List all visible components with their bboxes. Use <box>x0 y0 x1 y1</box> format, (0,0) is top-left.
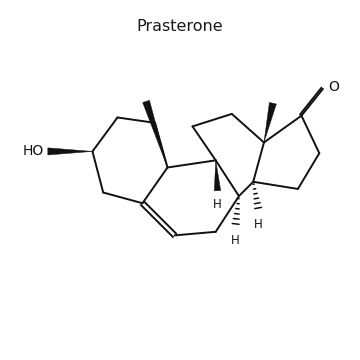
Text: HO: HO <box>23 144 44 158</box>
Polygon shape <box>214 160 221 191</box>
Polygon shape <box>143 100 167 167</box>
Polygon shape <box>264 102 276 143</box>
Text: O: O <box>328 80 339 94</box>
Polygon shape <box>48 148 93 155</box>
Text: H: H <box>254 217 263 230</box>
Text: H: H <box>231 234 240 247</box>
Text: Prasterone: Prasterone <box>137 19 223 34</box>
Text: H: H <box>213 198 222 211</box>
